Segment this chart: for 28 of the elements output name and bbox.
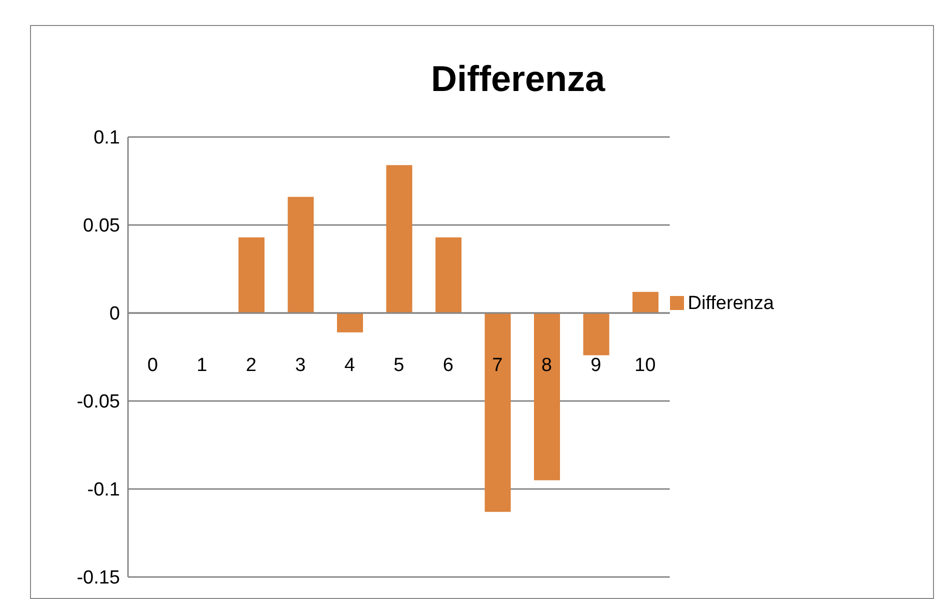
bar [435, 237, 462, 313]
x-tick-label: 5 [394, 355, 404, 376]
x-tick-label: 9 [590, 355, 602, 376]
bar [534, 313, 560, 480]
x-tick-label: 6 [442, 355, 454, 376]
x-tick-label: 0 [147, 355, 158, 376]
y-tick-label: 0.05 [83, 216, 120, 237]
bar [238, 237, 264, 313]
x-tick-label: 4 [344, 355, 356, 376]
y-tick-label: -0.1 [87, 480, 120, 501]
bar [632, 292, 658, 313]
x-tick-label: 8 [541, 355, 552, 376]
x-tick-label: 7 [492, 355, 503, 376]
y-tick-label: 0.1 [94, 128, 120, 149]
chart-title: Differenza [430, 58, 606, 100]
bar [583, 313, 610, 356]
x-tick-label: 1 [196, 355, 208, 376]
x-tick-label: 2 [246, 355, 256, 376]
bar [386, 165, 412, 313]
legend-label: Differenza [688, 292, 774, 314]
y-tick-label: -0.05 [76, 392, 120, 413]
y-tick-label: 0 [109, 304, 120, 325]
bar [336, 313, 363, 332]
x-tick-label: 3 [295, 355, 306, 376]
y-tick-label: -0.15 [76, 568, 120, 589]
bar [288, 196, 314, 313]
x-tick-label: 10 [634, 355, 656, 376]
bar [484, 313, 511, 512]
